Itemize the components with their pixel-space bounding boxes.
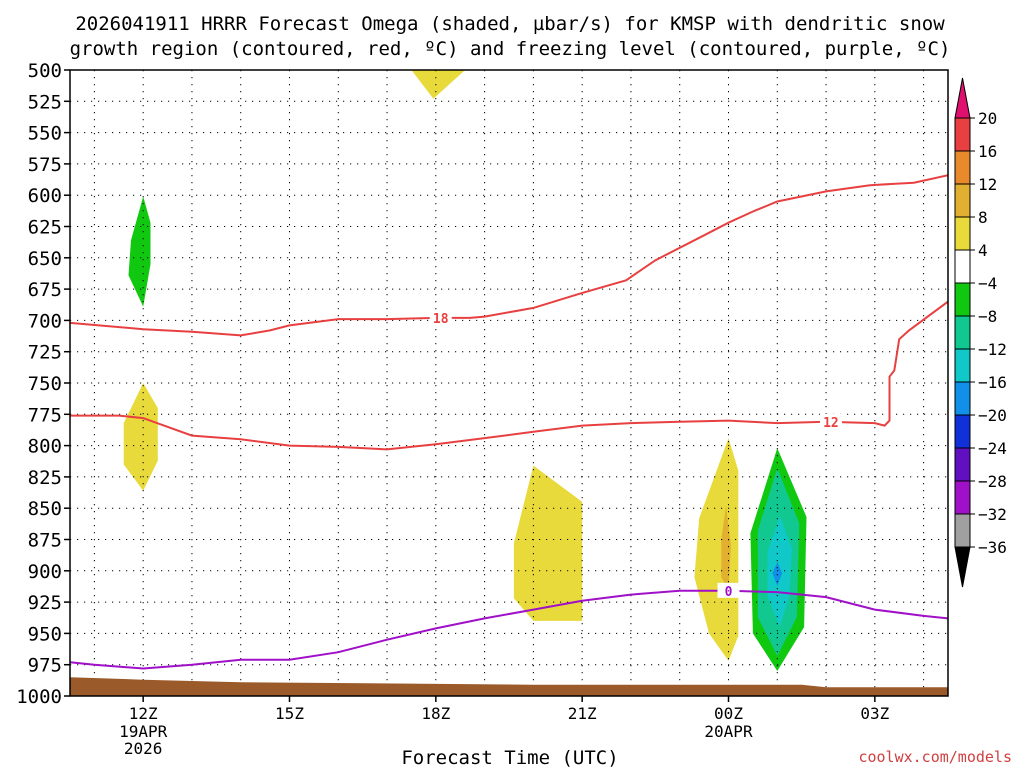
contour-label-bg [717,582,740,598]
contour-layer: 18 12 0 [70,174,948,670]
y-tick-label: 575 [28,154,62,176]
grid-layer [70,69,948,697]
colorbar-box [954,150,971,185]
colorbar-box [954,282,971,317]
colorbar-box [954,117,971,152]
chart-title-line2: growth region (contoured, red, ºC) and f… [70,38,951,60]
y-tick-label: 900 [28,561,62,583]
colorbar-box [954,480,971,515]
omega-shade-region-1 [128,196,151,307]
omega-shade-region-3 [513,465,583,621]
y-tick-label: 550 [28,123,62,145]
y-tick-label: 500 [28,60,62,82]
x-tick-year: 2026 [124,739,163,758]
colorbar-label: −8 [978,307,997,326]
colorbar-label: −4 [978,274,997,293]
contour-label-bg [429,309,452,325]
colorbar-label: 16 [978,142,997,161]
y-axis: 500 525 550 575 600 625 650 675 700 725 750 775 800 8… [16,60,70,708]
y-tick-label: 525 [28,91,62,113]
x-tick-label: 12Z [129,704,158,723]
colorbar-box [954,249,971,284]
x-tick-label: 15Z [275,704,304,723]
omega-shade-region-4 [694,438,739,661]
omega-shade-region-5 [721,505,731,590]
contour-label: 18 [433,312,449,327]
y-tick-label: 675 [28,279,62,301]
contour-label-bg [819,413,842,429]
plot-area: 18 12 0 [69,69,949,697]
colorbar-label: −24 [978,439,1007,458]
colorbar-box [954,348,971,383]
y-tick-label: 850 [28,498,62,520]
x-tick-label: 21Z [568,704,597,723]
y-tick-label: 975 [28,655,62,677]
x-tick-label: 03Z [860,704,889,723]
contour-line-0 [70,174,948,337]
x-tick-date: 19APR [119,722,168,741]
colorbar-box [954,381,971,416]
y-tick-label: 750 [28,373,62,395]
colorbar-label: −12 [978,340,1007,359]
colorbar-box [954,216,971,251]
colorbar-label: −32 [978,505,1007,524]
colorbar-label: −36 [978,538,1007,557]
y-tick-label: 775 [28,404,62,426]
contour-line-1 [70,300,948,451]
chart-title-line1: 2026041911 HRRR Forecast Omega (shaded, … [75,13,945,35]
contour-label: 0 [725,585,733,600]
colorbar-box [954,414,971,449]
y-tick-label: 875 [28,530,62,552]
colorbar-label: −16 [978,373,1007,392]
colorbar-label: 4 [978,241,988,260]
y-tick-label: 800 [28,436,62,458]
x-tick-date: 20APR [704,722,753,741]
omega-shade-region-9 [772,562,783,586]
omega-shading-layer [123,70,807,671]
watermark: coolwx.com/models [858,748,1012,766]
omega-shade-region-0 [411,70,466,99]
y-tick-label: 625 [28,217,62,239]
y-tick-label: 925 [28,592,62,614]
y-tick-label: 1000 [16,686,62,708]
colorbar-top-arrow [954,77,971,119]
x-tick-label: 18Z [421,704,450,723]
omega-shade-region-2 [123,383,158,491]
y-tick-label: 650 [28,248,62,270]
surface-ground [70,677,948,696]
colorbar-box [954,183,971,218]
colorbar-box [954,513,971,548]
colorbar-label: −20 [978,406,1007,425]
colorbar-label: −28 [978,472,1007,491]
y-tick-label: 700 [28,310,62,332]
contour-line-2 [70,589,948,670]
x-axis-label: Forecast Time (UTC) [401,747,618,768]
colorbar-label: 8 [978,208,988,227]
colorbar: 20 16 12 8 4 −4 −8 −12 −16 −20 −24 −28 −32 −36 [954,77,1007,588]
colorbar-box [954,447,971,482]
y-tick-label: 600 [28,185,62,207]
y-tick-label: 825 [28,467,62,489]
colorbar-box [954,315,971,350]
plot-frame [69,69,949,697]
y-tick-label: 950 [28,623,62,645]
surface-layer [70,677,948,696]
y-tick-label: 725 [28,342,62,364]
x-tick-label: 00Z [714,704,743,723]
contour-label: 12 [823,416,839,431]
colorbar-bottom-arrow [954,546,971,588]
colorbar-label: 20 [978,109,997,128]
colorbar-label: 12 [978,175,997,194]
